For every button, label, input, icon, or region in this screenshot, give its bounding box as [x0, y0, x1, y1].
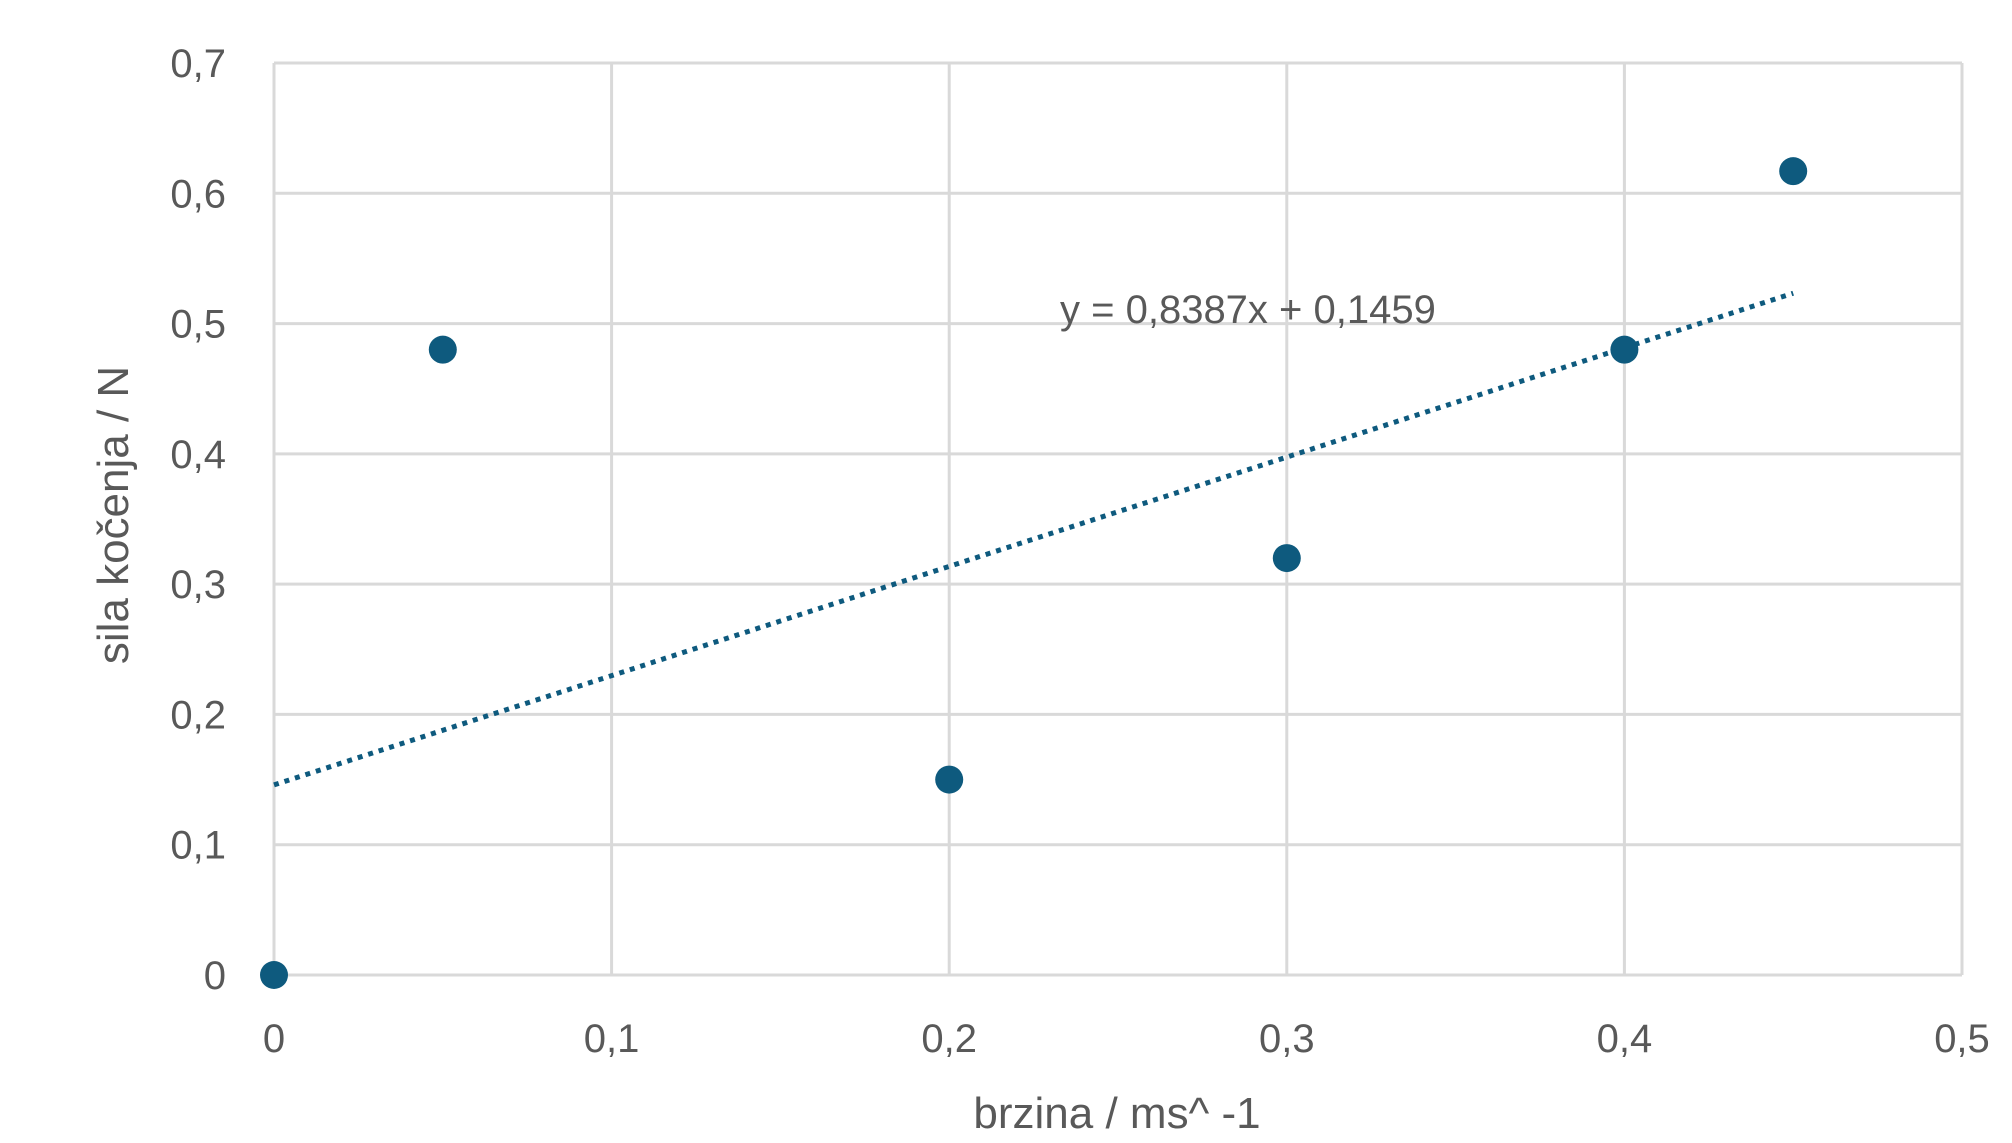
data-point	[1779, 157, 1808, 186]
data-point	[428, 335, 457, 364]
y-tick-label: 0,7	[170, 42, 226, 86]
y-tick-label: 0,5	[170, 303, 226, 347]
x-axis-title: brzina / ms^ -1	[973, 1089, 1260, 1138]
trendline-layer	[273, 290, 1794, 788]
x-tick-label: 0,5	[1934, 1017, 1990, 1061]
data-point	[1272, 544, 1301, 573]
x-tick-label: 0,4	[1597, 1017, 1653, 1061]
y-tick-label: 0,3	[170, 563, 226, 607]
data-point	[1610, 335, 1639, 364]
y-tick-label: 0,2	[170, 693, 226, 737]
trendline	[273, 290, 1794, 788]
data-point	[935, 765, 964, 794]
y-tick-label: 0,6	[170, 172, 226, 216]
points-layer	[260, 157, 1808, 989]
y-tick-label: 0,4	[170, 433, 226, 477]
grid	[272, 61, 1964, 977]
tick-labels: 0 0,1 0,2 0,3 0,4 0,5 0 0,1 0,2 0,3 0,4 0,5 0,6 0,7	[170, 42, 1989, 1061]
y-tick-label: 0	[204, 954, 226, 998]
x-tick-label: 0,1	[584, 1017, 640, 1061]
x-tick-label: 0,2	[921, 1017, 977, 1061]
trendline-equation: y = 0,8387x + 0,1459	[1060, 288, 1436, 332]
y-tick-label: 0,1	[170, 824, 226, 868]
x-tick-label: 0	[263, 1017, 285, 1061]
data-point	[260, 961, 288, 989]
x-tick-label: 0,3	[1259, 1017, 1315, 1061]
y-axis-title: sila kočenja / N	[89, 366, 138, 664]
